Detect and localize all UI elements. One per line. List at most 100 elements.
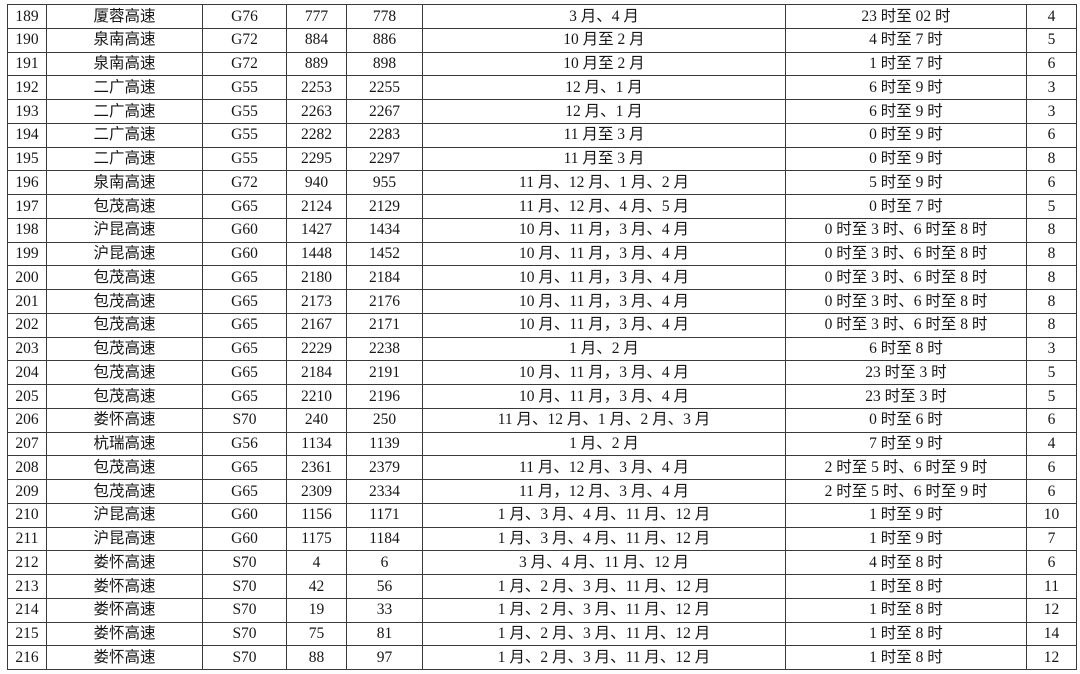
cell-count: 4	[1026, 431, 1077, 457]
cell-hours: 2 时至 5 时、6 时至 9 时	[785, 455, 1027, 480]
cell-highway-name: 杭瑞高速	[46, 431, 203, 457]
cell-highway-name: 泉南高速	[46, 27, 203, 53]
cell-highway-code: S70	[202, 574, 287, 599]
cell-row-number: 200	[7, 265, 47, 290]
cell-highway-name: 二广高速	[46, 122, 203, 148]
cell-months: 11 月至 3 月	[422, 122, 786, 148]
cell-end-marker: 2297	[346, 146, 423, 172]
cell-highway-name: 沪昆高速	[46, 217, 203, 243]
cell-hours: 0 时至 7 时	[785, 194, 1027, 219]
cell-row-number: 205	[7, 384, 47, 409]
table-row: 207 杭瑞高速 G56 1134 1139 1 月、2 月 7 时至 9 时 …	[7, 431, 1077, 457]
table-row: 208 包茂高速 G65 2361 2379 11 月、12 月、3 月、4 月…	[7, 455, 1077, 480]
cell-end-marker: 33	[346, 597, 423, 623]
cell-end-marker: 81	[346, 621, 423, 647]
cell-start-marker: 1427	[286, 217, 347, 243]
table-row: 202 包茂高速 G65 2167 2171 10 月、11 月，3 月、4 月…	[7, 312, 1077, 338]
cell-highway-name: 二广高速	[46, 146, 203, 172]
cell-hours: 1 时至 9 时	[785, 502, 1027, 528]
cell-months: 3 月、4 月	[422, 4, 786, 29]
cell-count: 14	[1026, 621, 1077, 647]
cell-highway-code: G55	[202, 122, 287, 148]
table-row: 192 二广高速 G55 2253 2255 12 月、1 月 6 时至 9 时…	[7, 75, 1077, 100]
cell-hours: 1 时至 8 时	[785, 597, 1027, 623]
table-row: 201 包茂高速 G65 2173 2176 10 月、11 月，3 月、4 月…	[7, 289, 1077, 314]
cell-row-number: 214	[7, 597, 47, 623]
cell-end-marker: 1452	[346, 241, 423, 267]
cell-start-marker: 2180	[286, 265, 347, 290]
cell-end-marker: 886	[346, 27, 423, 53]
cell-hours: 1 时至 8 时	[785, 645, 1027, 670]
cell-count: 12	[1026, 645, 1077, 670]
cell-months: 10 月、11 月，3 月、4 月	[422, 312, 786, 338]
cell-highway-name: 沪昆高速	[46, 526, 203, 552]
cell-end-marker: 2283	[346, 122, 423, 148]
cell-count: 5	[1026, 384, 1077, 409]
cell-count: 6	[1026, 170, 1077, 195]
cell-months: 10 月、11 月，3 月、4 月	[422, 241, 786, 267]
cell-highway-code: G60	[202, 526, 287, 552]
cell-row-number: 194	[7, 122, 47, 148]
cell-hours: 1 时至 7 时	[785, 51, 1027, 77]
cell-count: 8	[1026, 312, 1077, 338]
cell-highway-code: G72	[202, 51, 287, 77]
cell-end-marker: 1434	[346, 217, 423, 243]
cell-hours: 0 时至 6 时	[785, 407, 1027, 433]
cell-count: 5	[1026, 27, 1077, 53]
cell-hours: 5 时至 9 时	[785, 170, 1027, 195]
cell-end-marker: 2196	[346, 384, 423, 409]
cell-highway-name: 沪昆高速	[46, 502, 203, 528]
cell-highway-code: G65	[202, 336, 287, 362]
table-row: 206 娄怀高速 S70 240 250 11 月、12 月、1 月、2 月、3…	[7, 407, 1077, 433]
cell-end-marker: 955	[346, 170, 423, 195]
cell-count: 3	[1026, 75, 1077, 100]
cell-row-number: 215	[7, 621, 47, 647]
cell-highway-name: 包茂高速	[46, 312, 203, 338]
cell-start-marker: 42	[286, 574, 347, 599]
cell-row-number: 208	[7, 455, 47, 480]
cell-start-marker: 2282	[286, 122, 347, 148]
cell-start-marker: 2309	[286, 479, 347, 504]
cell-end-marker: 898	[346, 51, 423, 77]
cell-start-marker: 19	[286, 597, 347, 623]
cell-highway-code: S70	[202, 645, 287, 670]
cell-start-marker: 1156	[286, 502, 347, 528]
cell-start-marker: 2173	[286, 289, 347, 314]
cell-months: 11 月，12 月、3 月、4 月	[422, 479, 786, 504]
cell-hours: 0 时至 9 时	[785, 146, 1027, 172]
cell-highway-name: 娄怀高速	[46, 574, 203, 599]
cell-start-marker: 1134	[286, 431, 347, 457]
table-row: 214 娄怀高速 S70 19 33 1 月、2 月、3 月、11 月、12 月…	[7, 597, 1077, 623]
table-row: 197 包茂高速 G65 2124 2129 11 月、12 月、4 月、5 月…	[7, 194, 1077, 219]
cell-months: 3 月、4 月、11 月、12 月	[422, 550, 786, 575]
cell-row-number: 192	[7, 75, 47, 100]
cell-count: 5	[1026, 194, 1077, 219]
cell-highway-code: G72	[202, 27, 287, 53]
cell-end-marker: 97	[346, 645, 423, 670]
cell-row-number: 201	[7, 289, 47, 314]
cell-highway-name: 包茂高速	[46, 336, 203, 362]
cell-row-number: 207	[7, 431, 47, 457]
cell-end-marker: 1171	[346, 502, 423, 528]
table-row: 216 娄怀高速 S70 88 97 1 月、2 月、3 月、11 月、12 月…	[7, 645, 1077, 670]
cell-months: 1 月、2 月、3 月、11 月、12 月	[422, 574, 786, 599]
cell-start-marker: 2229	[286, 336, 347, 362]
cell-start-marker: 777	[286, 4, 347, 29]
cell-end-marker: 2334	[346, 479, 423, 504]
cell-months: 1 月、2 月、3 月、11 月、12 月	[422, 645, 786, 670]
cell-hours: 0 时至 3 时、6 时至 8 时	[785, 289, 1027, 314]
cell-months: 10 月、11 月，3 月、4 月	[422, 217, 786, 243]
table-row: 191 泉南高速 G72 889 898 10 月至 2 月 1 时至 7 时 …	[7, 51, 1077, 77]
cell-start-marker: 2124	[286, 194, 347, 219]
cell-highway-code: G55	[202, 75, 287, 100]
table-row: 209 包茂高速 G65 2309 2334 11 月，12 月、3 月、4 月…	[7, 479, 1077, 504]
cell-row-number: 204	[7, 360, 47, 385]
cell-months: 10 月至 2 月	[422, 27, 786, 53]
cell-start-marker: 2184	[286, 360, 347, 385]
cell-months: 10 月、11 月，3 月、4 月	[422, 289, 786, 314]
cell-row-number: 189	[7, 4, 47, 29]
cell-hours: 0 时至 3 时、6 时至 8 时	[785, 241, 1027, 267]
cell-hours: 0 时至 3 时、6 时至 8 时	[785, 312, 1027, 338]
cell-start-marker: 940	[286, 170, 347, 195]
cell-row-number: 196	[7, 170, 47, 195]
